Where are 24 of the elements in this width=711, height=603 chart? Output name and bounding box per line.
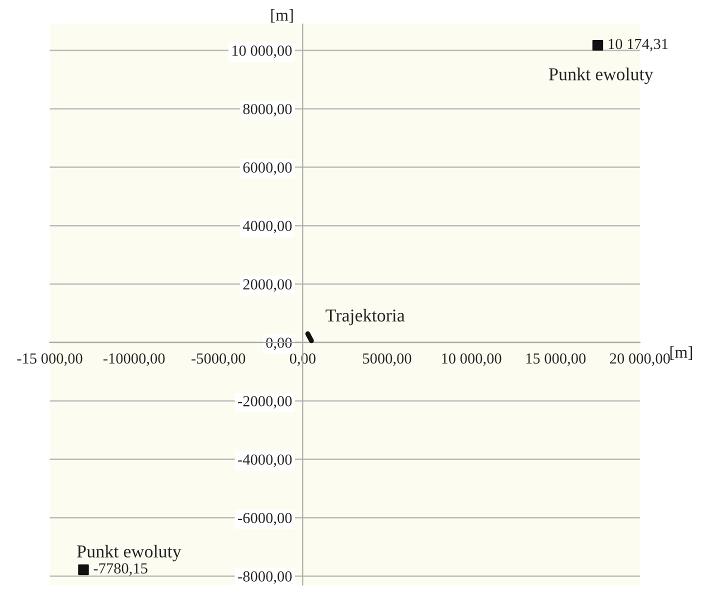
y-tick-label: 10 000,00 [232, 46, 292, 58]
y-axis-title: [m] [271, 9, 293, 23]
x-tick-label: -5000,00 [192, 353, 246, 366]
x-tick-label: 20 000,00 [610, 353, 670, 366]
y-tick-label: -2000,00 [238, 396, 292, 409]
x-axis-title: [m] [670, 346, 692, 360]
x-tick-label: -15 000,00 [17, 353, 82, 366]
y-tick-label: 6000,00 [243, 162, 292, 175]
x-tick-label: 15 000,00 [526, 353, 586, 366]
y-tick-label: -8000,00 [238, 571, 292, 584]
y-tick-label: 8000,00 [243, 104, 292, 116]
x-tick-label: 10 000,00 [442, 353, 502, 366]
annotation: Trajektoria [326, 308, 405, 326]
x-tick-label: -10000,00 [103, 353, 165, 366]
data-label: 10 174,31 [608, 38, 668, 52]
x-tick-label: 5000,00 [363, 353, 412, 366]
annotation: Punkt ewoluty [77, 544, 182, 562]
y-tick-label: 2000,00 [243, 279, 292, 292]
x-tick-label: 0,00 [290, 353, 316, 366]
y-tick-label: -6000,00 [238, 512, 292, 526]
annotation: Punkt ewoluty [549, 68, 654, 84]
data-label: -7780,15 [94, 563, 148, 576]
y-tick-label: 4000,00 [242, 220, 292, 234]
y-tick-label: -4000,00 [238, 454, 292, 467]
